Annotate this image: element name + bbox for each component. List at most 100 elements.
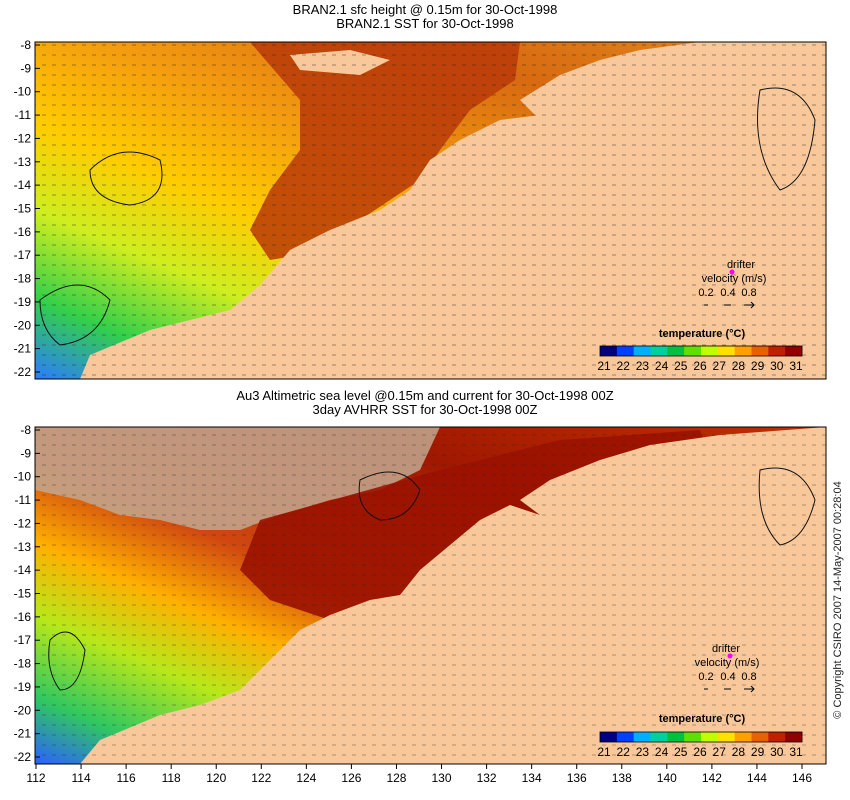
bottom-colorbar-frame	[599, 731, 803, 743]
top-y-tick-label: -8	[20, 38, 31, 52]
bottom-map-vectors	[35, 427, 826, 764]
bottom-velocity-scale-1: 0.4	[720, 671, 735, 683]
top-velocity-scale-1: 0.4	[720, 287, 735, 299]
top-colorbar-tick-label: 29	[751, 359, 765, 373]
bottom-y-tick-label: -11	[15, 493, 32, 507]
top-y-tick-label: -12	[14, 131, 32, 145]
bottom-colorbar-tick-label: 23	[636, 745, 650, 759]
bottom-panel-title-line2: 3day AVHRR SST for 30-Oct-1998 00Z	[312, 402, 538, 417]
bottom-y-tick-label: -16	[14, 610, 32, 624]
top-colorbar-swatch	[734, 346, 752, 356]
x-tick-label: 116	[117, 771, 136, 785]
top-y-tick-label: -19	[14, 295, 32, 309]
x-tick-label: 126	[341, 771, 361, 785]
top-map: -8 -9 -10 -11 -12 -13 -14 -15 -16 -17 -18 -19 -20 -21…	[14, 38, 827, 380]
bottom-colorbar-swatch	[785, 732, 803, 742]
bottom-colorbar: 21 22 23 24 25 26 27 28 29 30 31	[597, 731, 803, 759]
top-legend: drifter velocity (m/s) 0.2 0.4 0.8 tempe…	[597, 259, 803, 373]
copyright-notice: © Copyright CSIRO 2007 14-May-2007 00:28…	[828, 440, 848, 760]
x-tick-label: 122	[251, 771, 271, 785]
bottom-map-contour	[758, 467, 816, 546]
bottom-colorbar-tick-label: 22	[617, 745, 631, 759]
bottom-velocity-scale-2: 0.8	[741, 671, 756, 683]
top-colorbar-swatch	[768, 346, 786, 356]
bottom-colorbar-tick-label: 31	[789, 745, 803, 759]
bottom-colorbar-swatch	[633, 732, 651, 742]
x-tick-label: 146	[792, 771, 812, 785]
top-velocity-arrows	[704, 301, 755, 309]
bottom-colorbar-tick-label: 30	[770, 745, 784, 759]
top-y-tick-label: -22	[14, 365, 32, 379]
top-colorbar-tick-label: 23	[636, 359, 650, 373]
top-colorbar-tick-label: 21	[597, 359, 611, 373]
bottom-colorbar-swatch	[600, 732, 618, 742]
x-tick-label: 128	[386, 771, 406, 785]
bottom-map-frame	[34, 426, 827, 765]
top-y-tick-label: -14	[14, 178, 32, 192]
bottom-velocity-label: velocity (m/s)	[695, 657, 760, 669]
top-panel-title-line2: BRAN2.1 SST for 30-Oct-1998	[336, 16, 514, 31]
top-colorbar-tick-label: 28	[732, 359, 746, 373]
bottom-y-tick-label: -14	[14, 563, 32, 577]
bottom-colorbar-tick-label: 26	[693, 745, 707, 759]
top-colorbar-swatch	[600, 346, 618, 356]
top-colorbar-tick-label: 27	[713, 359, 727, 373]
bottom-y-tick-label: -21	[14, 727, 32, 741]
top-colorbar-swatch	[667, 346, 685, 356]
top-y-tick-label: -17	[14, 248, 32, 262]
bottom-colorbar-swatch	[650, 732, 668, 742]
top-colorbar-tick-label: 26	[693, 359, 707, 373]
bottom-y-tick-label: -15	[14, 587, 32, 601]
top-y-tick-label: -10	[14, 85, 32, 99]
top-y-tick-label: -9	[20, 61, 31, 75]
top-colorbar-tick-label: 31	[789, 359, 803, 373]
top-panel-title-line1: BRAN2.1 sfc height @ 0.15m for 30-Oct-19…	[292, 2, 558, 17]
top-colorbar: 21 22 23 24 25 26 27 28 29 30 31	[597, 345, 803, 373]
top-velocity-label: velocity (m/s)	[702, 273, 767, 285]
top-velocity-scale-2: 0.8	[741, 287, 756, 299]
bottom-y-tick-label: -10	[14, 470, 32, 484]
bottom-y-axis: -8 -9 -10 -11 -12 -13 -14 -15 -16 -17 -18 -19 -20 -21…	[14, 423, 40, 764]
x-tick-label: 142	[702, 771, 722, 785]
bottom-y-tick-label: -17	[14, 633, 32, 647]
bottom-legend: drifter velocity (m/s) 0.2 0.4 0.8 tempe…	[597, 643, 803, 759]
bottom-y-tick-label: -13	[14, 540, 32, 554]
bottom-y-tick-label: -18	[14, 657, 32, 671]
top-y-tick-label: -11	[15, 108, 32, 122]
bottom-colorbar-tick-label: 28	[732, 745, 746, 759]
top-map-vectors	[35, 42, 826, 379]
bottom-colorbar-swatch	[667, 732, 685, 742]
copyright-text: © Copyright CSIRO 2007 14-May-2007 00:28…	[832, 481, 844, 719]
top-map-contour	[757, 87, 816, 191]
x-tick-label: 134	[522, 771, 542, 785]
top-colorbar-swatch	[684, 346, 702, 356]
x-axis: 112 114 116 118 120 122 124 126 128 130 132 134 136 1…	[26, 764, 812, 785]
top-y-tick-label: -18	[14, 272, 32, 286]
top-drifter-marker	[729, 269, 735, 275]
top-map-frame	[34, 41, 827, 380]
bottom-drifter-label: drifter	[712, 643, 740, 655]
bottom-colorbar-tick-label: 21	[597, 745, 611, 759]
bottom-colorbar-swatch	[734, 732, 752, 742]
top-colorbar-tick-label: 24	[655, 359, 669, 373]
bottom-y-tick-label: -9	[20, 446, 31, 460]
top-colorbar-swatch	[717, 346, 735, 356]
top-colorbar-swatch	[650, 346, 668, 356]
top-colorbar-tick-label: 30	[770, 359, 784, 373]
top-y-tick-label: -20	[14, 318, 32, 332]
x-tick-label: 136	[567, 771, 587, 785]
bottom-velocity-arrows	[704, 685, 755, 693]
bottom-colorbar-swatch	[616, 732, 634, 742]
top-y-tick-label: -13	[14, 155, 32, 169]
top-colorbar-title: temperature (°C)	[659, 328, 746, 340]
x-tick-label: 130	[432, 771, 452, 785]
bottom-panel-title: Au3 Altimetric sea level @0.15m and curr…	[0, 389, 850, 417]
bottom-colorbar-swatch	[684, 732, 702, 742]
bottom-map-contour	[358, 471, 421, 521]
top-map-contour	[39, 284, 111, 346]
top-drifter-label: drifter	[727, 259, 755, 271]
bottom-colorbar-swatch	[717, 732, 735, 742]
top-panel-title: BRAN2.1 sfc height @ 0.15m for 30-Oct-19…	[0, 3, 850, 31]
bottom-drifter-marker	[727, 653, 733, 659]
